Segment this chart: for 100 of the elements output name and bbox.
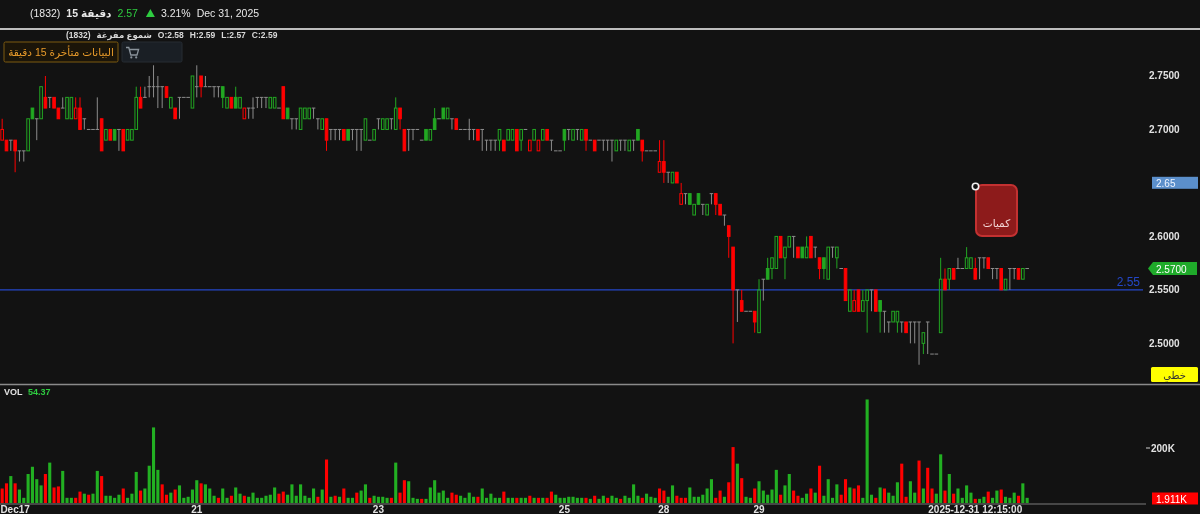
bar [433,480,437,503]
bar [43,474,47,503]
candlestick [143,86,147,98]
y-tick-label: 2.5000 [1149,337,1181,349]
bar [510,497,515,503]
bar [748,497,752,503]
bar [290,484,294,503]
candlestick [238,96,242,109]
bar [649,496,653,503]
bar [420,498,424,503]
bar [662,490,666,503]
bar [619,498,623,503]
bar [277,493,281,503]
bar [532,497,536,503]
bar [653,497,657,503]
candlestick [964,246,969,269]
bar [160,484,164,503]
candlestick [757,278,761,334]
bar [679,497,683,503]
bar [273,487,277,503]
bar [87,494,91,503]
candlestick [969,257,973,269]
annotation: 200K [1151,442,1176,454]
bar [212,495,216,503]
y-tick-label: 2.5500 [1149,284,1181,296]
candlestick [813,246,818,259]
candlestick [21,150,26,163]
bar [454,494,458,503]
bar [580,497,584,503]
bar [139,490,143,503]
bar [692,496,696,503]
bar [502,491,506,503]
bar [78,491,82,503]
candlestick [272,96,277,109]
bar [744,496,748,503]
candlestick [220,86,225,109]
bar [861,497,865,503]
bar [476,496,480,503]
annotation: C:2.59 [251,30,278,40]
bar [675,495,679,503]
bar [852,488,856,503]
bar [939,454,943,503]
bar [947,474,951,503]
bar [312,488,316,503]
bar [113,497,117,503]
candlestick [34,118,39,141]
candlestick [852,289,856,312]
bar [1008,497,1012,503]
bar [614,497,618,503]
bar [878,487,882,503]
bar [874,497,878,503]
candlestick [78,96,82,130]
bar [528,495,532,503]
bar [9,476,13,503]
candlestick [69,96,74,120]
candlestick [662,139,666,184]
annotation: كميات [982,217,1011,229]
bar [848,487,852,503]
candlestick [701,203,705,216]
bar [601,495,605,503]
bar [856,485,861,503]
bar [515,497,519,503]
candlestick [497,128,502,152]
bar [843,479,848,503]
bar [407,481,411,503]
candlestick [640,139,645,163]
bar [255,497,259,503]
bar [921,488,925,503]
bar [670,485,675,503]
candlestick [169,96,173,109]
candlestick [264,96,268,109]
bar [567,496,571,503]
bar [554,494,558,503]
candlestick [320,118,325,130]
bar [134,471,138,503]
text: 15 دقيقة [66,7,113,19]
bar [299,484,303,503]
candlestick [372,128,376,141]
candlestick [623,139,627,152]
candlestick [60,96,65,109]
candlestick [1021,268,1025,280]
bar [337,496,342,503]
candlestick [878,300,882,334]
annotation: شموع مفرغة [96,30,152,41]
bar [536,497,540,503]
candlestick [566,128,571,141]
x-tick-label: 29 [753,503,766,514]
bar [247,496,251,503]
bar [69,497,73,503]
candlestick [467,118,472,141]
candlestick [445,107,450,120]
bar [805,493,809,503]
bar [173,489,177,503]
candlestick [1003,278,1008,291]
annotation: L:2.57 [221,30,247,40]
bar [952,493,956,503]
candlestick [921,332,926,355]
bar [632,484,636,503]
bar [195,480,199,503]
candlestick [385,118,389,130]
